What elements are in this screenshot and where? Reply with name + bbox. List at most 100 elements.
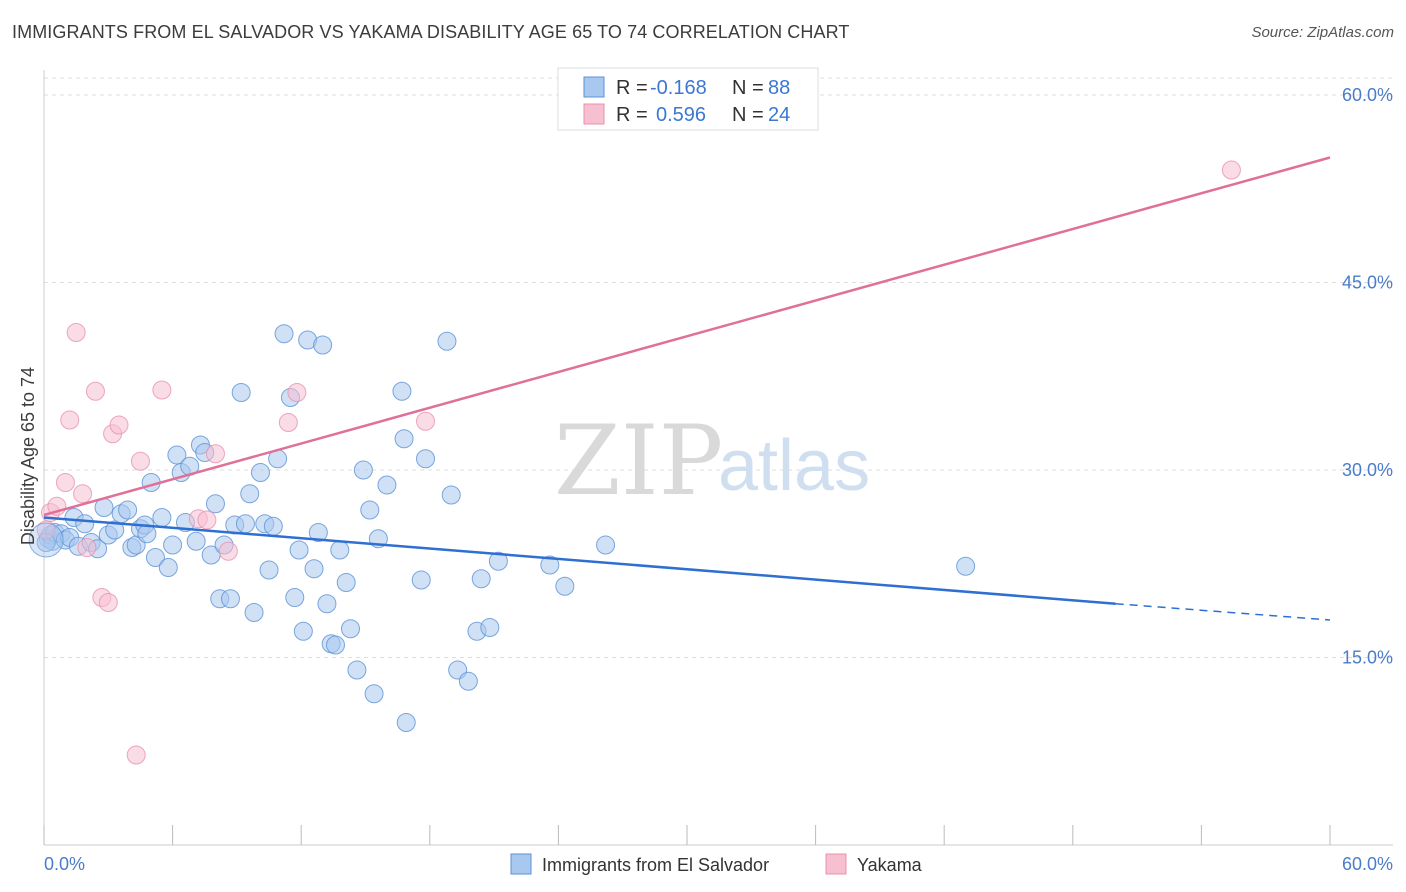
legend-r-label-pink: R = xyxy=(616,104,648,126)
yakama-point-19 xyxy=(278,413,298,432)
el-salvador-point-75 xyxy=(437,331,457,351)
yakama-point-23 xyxy=(1221,160,1241,180)
el-salvador-point-41 xyxy=(235,514,255,534)
el-salvador-point-69 xyxy=(377,475,397,495)
el-salvador-point-43 xyxy=(244,603,264,622)
el-salvador-point-53 xyxy=(293,621,313,641)
yakama-point-10 xyxy=(98,593,118,612)
el-salvador-point-14 xyxy=(105,520,125,540)
el-salvador-point-66 xyxy=(360,500,380,520)
legend-r-value-pink: 0.596 xyxy=(656,104,706,126)
el-salvador-point-24 xyxy=(152,508,172,527)
legend-n-value-blue: 88 xyxy=(768,77,790,99)
el-salvador-point-61 xyxy=(330,540,350,560)
yakama-point-6 xyxy=(73,484,93,504)
el-salvador-point-83 xyxy=(540,555,560,575)
el-salvador-point-9 xyxy=(75,514,95,534)
yakama-point-0 xyxy=(36,520,56,540)
axes xyxy=(43,70,1393,846)
el-salvador-point-85 xyxy=(596,535,616,555)
legend-r-label-blue: R = xyxy=(616,77,648,99)
watermark: ZIP atlas xyxy=(554,405,870,517)
el-salvador-point-47 xyxy=(263,516,283,536)
y-tick-label-1: 30.0% xyxy=(1342,460,1393,480)
legend-swatch-pink xyxy=(583,103,605,125)
el-salvador-point-62 xyxy=(336,573,356,592)
yakama-point-8 xyxy=(85,381,105,401)
el-salvador-point-27 xyxy=(167,445,187,465)
source-credit: Source: ZipAtlas.com xyxy=(1251,24,1394,41)
bottom-legend: Immigrants from El Salvador Yakama xyxy=(510,853,923,875)
el-salvador-point-35 xyxy=(205,494,225,514)
el-salvador-point-71 xyxy=(394,429,414,449)
trend-lines xyxy=(43,156,1331,621)
yakama-point-4 xyxy=(60,410,80,430)
yakama-point-16 xyxy=(197,510,217,530)
bottom-legend-label-pink: Yakama xyxy=(857,855,923,875)
yakama-point-18 xyxy=(218,541,238,561)
data-points xyxy=(28,160,1241,765)
yakama-point-22 xyxy=(126,745,146,765)
el-salvador-point-76 xyxy=(441,485,461,505)
el-salvador-point-80 xyxy=(471,569,491,589)
el-salvador-point-23 xyxy=(145,548,165,567)
el-salvador-point-58 xyxy=(317,594,337,614)
el-salvador-point-74 xyxy=(416,449,436,469)
x-tick-label-min: 0.0% xyxy=(44,854,85,874)
el-salvador-point-57 xyxy=(313,335,333,355)
bottom-legend-swatch-pink xyxy=(825,853,847,875)
el-salvador-point-82 xyxy=(488,551,508,571)
yakama-point-17 xyxy=(205,444,225,464)
yakama-point-7 xyxy=(77,538,97,557)
legend-n-label-blue: N = xyxy=(732,77,764,99)
yakama-point-20 xyxy=(287,383,307,402)
yakama-point-12 xyxy=(109,415,129,435)
el-salvador-point-52 xyxy=(289,540,309,560)
el-salvador-point-49 xyxy=(274,324,294,344)
legend: R = -0.168 N = 88 R = 0.596 N = 24 xyxy=(557,67,819,131)
x-tick-label-max: 60.0% xyxy=(1342,854,1393,874)
el-salvador-point-55 xyxy=(304,559,324,579)
el-salvador-point-73 xyxy=(411,570,431,590)
yakama-point-14 xyxy=(152,380,172,400)
y-tick-labels: 15.0% 30.0% 45.0% 60.0% xyxy=(1342,85,1393,668)
el-salvador-point-78 xyxy=(458,671,478,691)
yakama-point-13 xyxy=(130,451,150,471)
el-salvador-point-40 xyxy=(231,383,251,402)
el-salvador-point-cluster xyxy=(28,522,64,558)
bottom-legend-label-blue: Immigrants from El Salvador xyxy=(542,855,769,875)
el-salvador-point-65 xyxy=(353,460,373,480)
y-axis-label: Disability Age 65 to 74 xyxy=(18,367,38,545)
x-tick-labels: 0.0% 60.0% xyxy=(44,854,1393,874)
y-tick-label-3: 60.0% xyxy=(1342,85,1393,105)
el-salvador-point-26 xyxy=(163,535,183,555)
el-salvador-point-38 xyxy=(220,589,240,609)
el-salvador-point-60 xyxy=(325,635,345,655)
el-salvador-trend-extension xyxy=(1115,603,1331,621)
el-salvador-point-64 xyxy=(347,660,367,680)
el-salvador-point-51 xyxy=(285,588,305,607)
el-salvador-point-63 xyxy=(340,619,360,639)
el-salvador-point-67 xyxy=(364,684,384,704)
yakama-point-21 xyxy=(416,411,436,431)
legend-r-value-blue: -0.168 xyxy=(650,77,707,99)
yakama-trend-line xyxy=(43,156,1331,517)
bottom-legend-swatch-blue xyxy=(510,853,532,875)
y-tick-label-2: 45.0% xyxy=(1342,273,1393,293)
el-salvador-point-84 xyxy=(555,576,575,596)
el-salvador-point-16 xyxy=(118,500,138,520)
y-tick-label-0: 15.0% xyxy=(1342,648,1393,668)
el-salvador-point-25 xyxy=(158,558,178,577)
el-salvador-point-70 xyxy=(392,381,412,401)
el-salvador-point-46 xyxy=(259,560,279,580)
el-salvador-trend-line xyxy=(43,516,1116,605)
watermark-zip: ZIP xyxy=(554,405,723,517)
watermark-atlas: atlas xyxy=(718,426,870,506)
el-salvador-point-86 xyxy=(956,556,976,576)
el-salvador-point-31 xyxy=(186,531,206,551)
el-salvador-point-81 xyxy=(480,618,500,637)
el-salvador-point-44 xyxy=(250,463,270,482)
el-salvador-point-72 xyxy=(396,713,416,732)
legend-swatch-blue xyxy=(583,76,605,98)
